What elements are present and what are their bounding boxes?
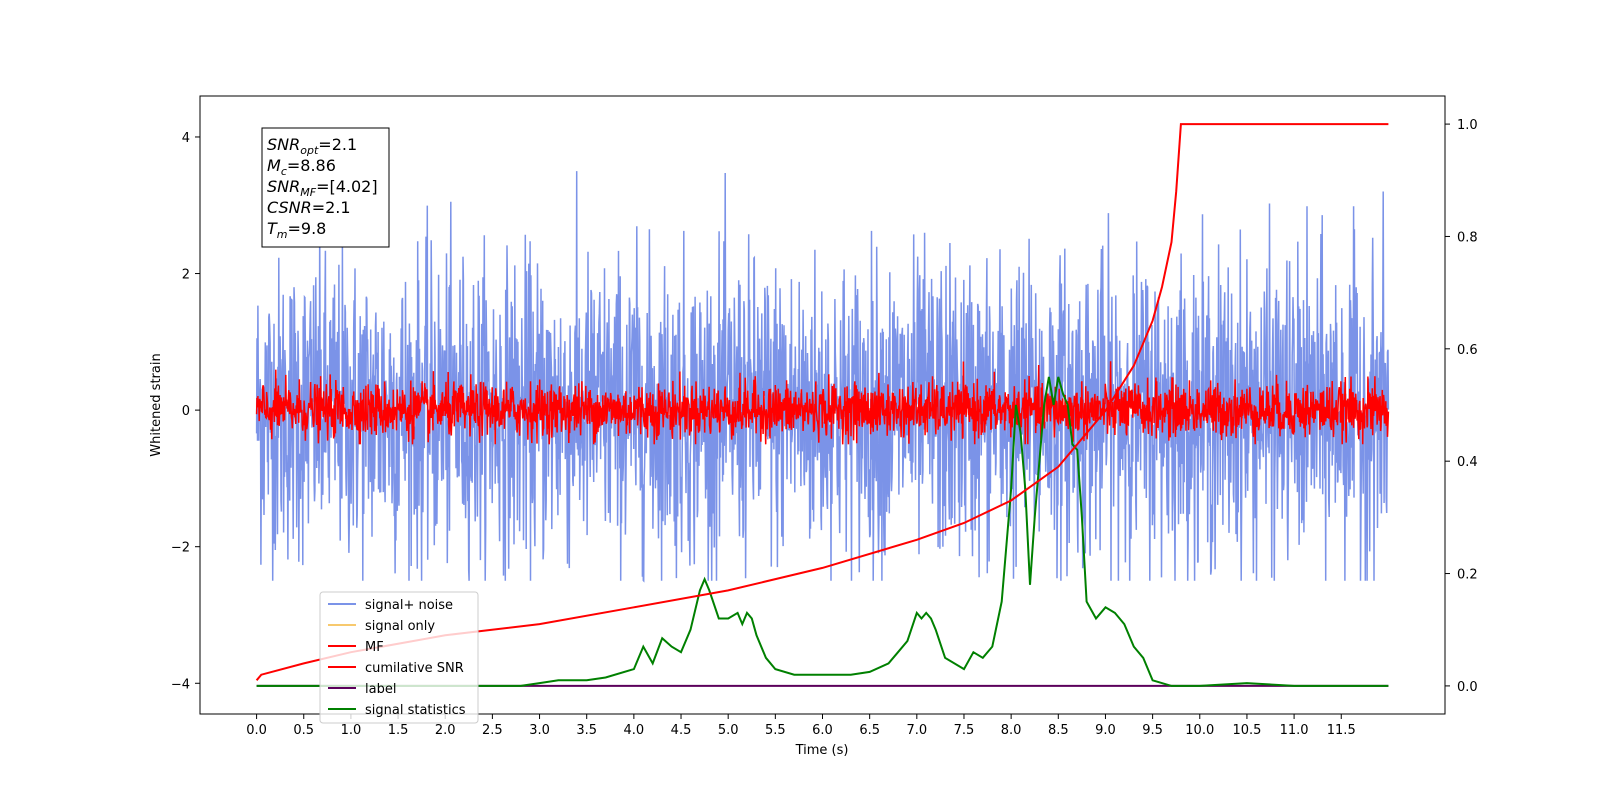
x-tick-label: 7.5	[954, 723, 975, 738]
info-line: SNRopt=2.1	[267, 135, 357, 157]
x-tick-label: 11.0	[1280, 723, 1309, 738]
info-line: Tm=9.8	[267, 219, 326, 241]
x-tick-label: 3.0	[529, 723, 550, 738]
info-line: CSNR=2.1	[267, 198, 351, 217]
x-tick-label: 10.0	[1185, 723, 1214, 738]
x-tick-label: 0.5	[293, 723, 314, 738]
x-tick-label: 5.5	[765, 723, 786, 738]
info-box-frame	[261, 127, 390, 248]
legend-label: MF	[365, 640, 384, 655]
legend-label: cumilative SNR	[365, 661, 464, 676]
y2-tick-label: 0.2	[1457, 568, 1478, 583]
y-tick-label: −4	[171, 677, 190, 692]
x-tick-label: 2.0	[435, 723, 456, 738]
series-signal-noise	[255, 171, 1390, 583]
y2-tick-label: 0.0	[1457, 680, 1478, 695]
x-ticks: 0.0 0.5 1.0 1.5 2.0 2.5 3.0 3.5 4.0 4.5 5.0 5.5 6.0 6…	[246, 714, 1356, 738]
y-ticks: 4 2 0 −2 −4	[171, 131, 200, 692]
y-tick-label: −2	[171, 541, 190, 556]
x-tick-label: 4.5	[671, 723, 692, 738]
info-line: Mc=8.86	[267, 156, 336, 178]
x-tick-label: 6.0	[812, 723, 833, 738]
x-tick-label: 10.5	[1232, 723, 1261, 738]
x-tick-label: 1.0	[341, 723, 362, 738]
x-tick-label: 5.0	[718, 723, 739, 738]
info-line: SNRMF=[4.02]	[267, 177, 378, 199]
x-tick-label: 2.5	[482, 723, 503, 738]
x-tick-label: 9.0	[1095, 723, 1116, 738]
x-tick-label: 1.5	[388, 723, 409, 738]
x-tick-label: 4.0	[624, 723, 645, 738]
y-tick-label: 4	[182, 131, 190, 146]
series-mf	[255, 361, 1390, 445]
x-tick-label: 8.5	[1048, 723, 1069, 738]
x-tick-label: 0.0	[246, 723, 267, 738]
x-tick-label: 6.5	[859, 723, 880, 738]
legend-label: label	[365, 682, 396, 697]
legend-label: signal+ noise	[365, 598, 453, 613]
y-tick-label: 2	[182, 268, 190, 283]
y-tick-label: 0	[182, 404, 190, 419]
y-axis-label: Whitened strain	[149, 353, 164, 456]
series-signal-statistics	[256, 376, 1389, 687]
y2-ticks: 1.0 0.8 0.6 0.4 0.2 0.0	[1445, 118, 1478, 695]
y2-tick-label: 0.8	[1457, 230, 1478, 245]
x-tick-label: 11.5	[1327, 723, 1356, 738]
legend-label: signal only	[365, 619, 435, 634]
y2-tick-label: 0.6	[1457, 343, 1478, 358]
legend-label: signal statistics	[365, 703, 466, 718]
x-tick-label: 3.5	[576, 723, 597, 738]
x-tick-label: 9.5	[1142, 723, 1163, 738]
y2-tick-label: 1.0	[1457, 118, 1478, 133]
legend: signal+ noise signal only MF cumilative SNR…	[319, 591, 479, 724]
x-tick-label: 7.0	[906, 723, 927, 738]
x-tick-label: 8.0	[1001, 723, 1022, 738]
legend-frame	[319, 591, 479, 724]
y2-tick-label: 0.4	[1457, 455, 1478, 470]
x-axis-label: Time (s)	[795, 743, 849, 758]
